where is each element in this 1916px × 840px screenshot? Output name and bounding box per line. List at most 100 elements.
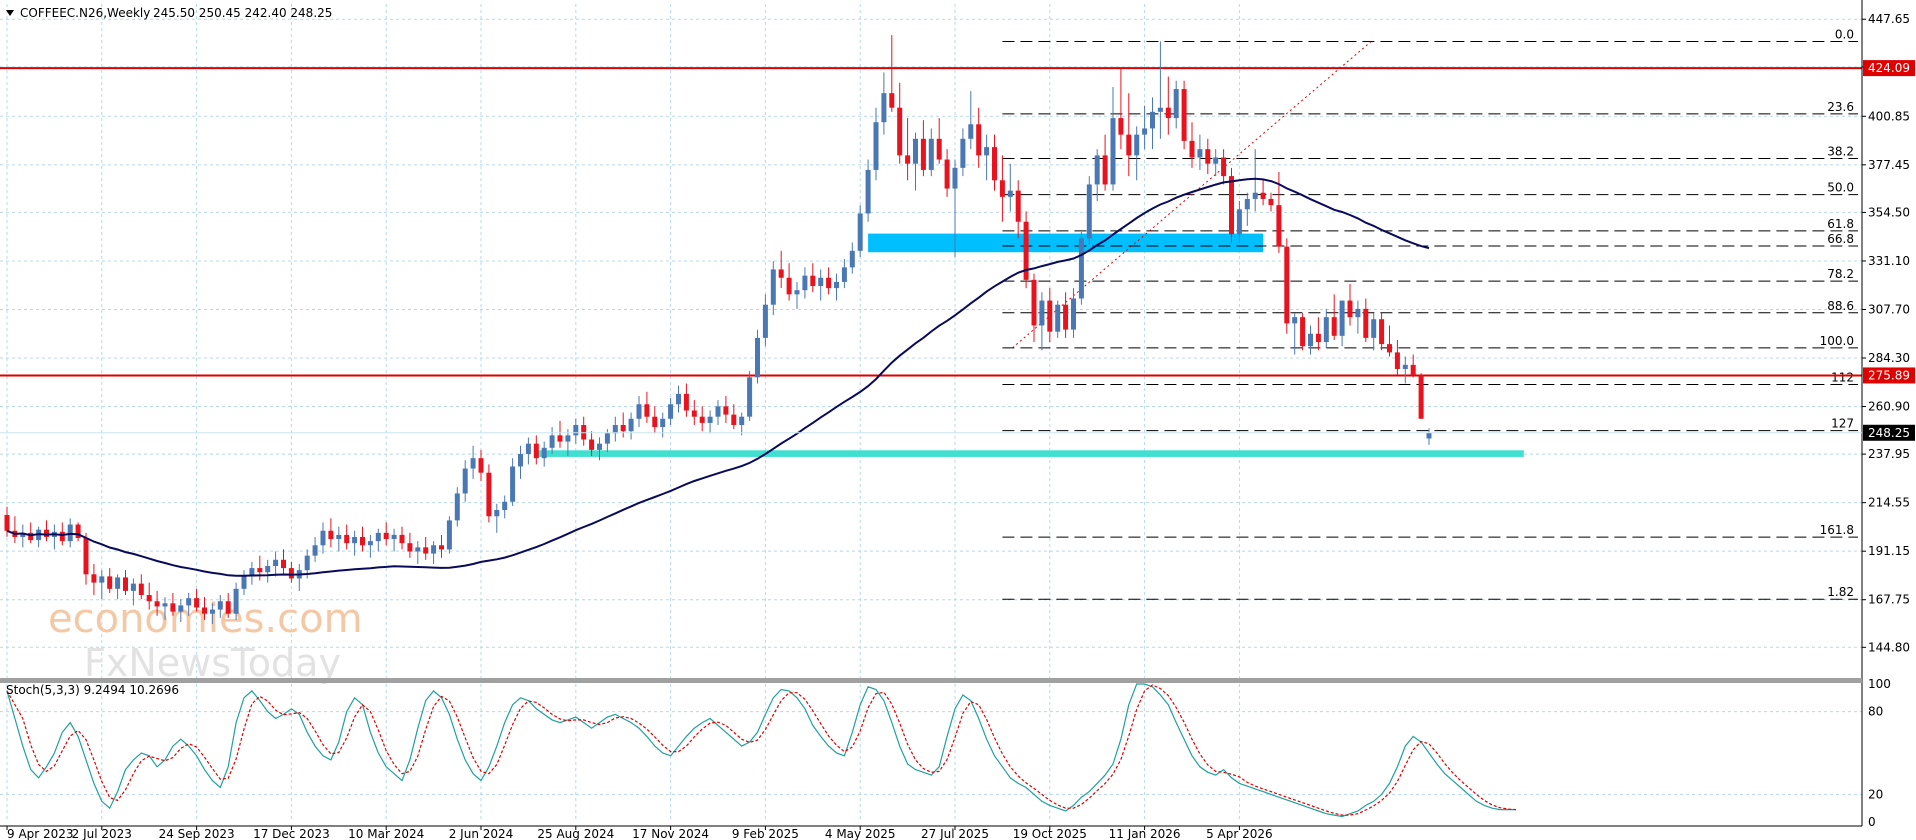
candle-body-95 — [755, 337, 760, 378]
candle-body-2 — [20, 532, 26, 537]
candle-175 — [1387, 325, 1392, 357]
candle-body-40 — [320, 530, 326, 546]
candle-body-38 — [304, 555, 310, 571]
candle-body-126 — [999, 180, 1005, 197]
candle-68 — [541, 441, 547, 467]
candle-28 — [225, 592, 231, 618]
candle-body-42 — [336, 534, 342, 540]
candle-23 — [186, 592, 192, 616]
candle-body-60 — [478, 458, 484, 473]
candle-body-164 — [1300, 317, 1306, 347]
candle-body-30 — [241, 576, 247, 589]
x-tick-label-11: 19 Oct 2025 — [1013, 827, 1087, 840]
candle-98 — [778, 250, 784, 289]
candle-body-83 — [660, 418, 666, 428]
candle-body-10 — [83, 538, 89, 575]
candle-154 — [1221, 149, 1227, 185]
candle-88 — [699, 406, 705, 432]
candle-82 — [652, 406, 658, 434]
fib-label-11: 161.8 — [1820, 523, 1854, 537]
candle-128 — [1015, 180, 1021, 239]
candle-body-14 — [115, 577, 121, 589]
candle-163 — [1292, 313, 1298, 355]
candle-body-145 — [1150, 111, 1155, 129]
x-tick-label-5: 2 Jun 2024 — [449, 827, 514, 840]
candle-body-111 — [881, 93, 887, 123]
candle-168 — [1331, 294, 1337, 340]
candle-body-114 — [905, 155, 911, 164]
candle-59 — [470, 445, 476, 479]
candle-30 — [241, 570, 247, 596]
candle-body-84 — [668, 404, 674, 419]
candle-body-171 — [1355, 308, 1361, 318]
candle-176 — [1394, 339, 1400, 376]
candle-body-93 — [739, 416, 745, 425]
candle-body-34 — [273, 559, 279, 567]
candle-body-115 — [913, 138, 918, 164]
candle-body-24 — [194, 598, 200, 608]
candle-153 — [1213, 149, 1219, 177]
candle-21 — [170, 592, 176, 616]
candle-7 — [59, 522, 65, 546]
candle-47 — [375, 528, 381, 552]
candle-79 — [628, 412, 634, 440]
candle-body-113 — [897, 107, 903, 156]
candle-13 — [107, 568, 113, 593]
candle-113 — [897, 82, 903, 164]
candle-body-176 — [1394, 352, 1400, 369]
dropdown-arrow-icon[interactable] — [6, 10, 14, 16]
candle-77 — [612, 416, 618, 442]
candle-75 — [597, 437, 602, 461]
candle-body-135 — [1071, 298, 1076, 330]
candle-body-124 — [984, 147, 990, 156]
candle-body-29 — [233, 588, 239, 614]
candle-body-86 — [683, 393, 689, 411]
candle-body-50 — [399, 534, 405, 544]
candle-body-172 — [1363, 308, 1369, 338]
candle-132 — [1047, 288, 1053, 343]
candle-180 — [1426, 428, 1432, 445]
candle-26 — [209, 603, 215, 625]
candle-body-31 — [249, 568, 255, 577]
candle-103 — [818, 269, 824, 301]
candle-body-20 — [162, 603, 168, 607]
candle-body-71 — [565, 435, 571, 442]
candle-body-12 — [99, 576, 105, 583]
watermark-fxnewstoday: FxNewsToday — [84, 641, 341, 685]
candle-86 — [683, 383, 689, 417]
x-tick-label-2: 24 Sep 2023 — [159, 827, 235, 840]
candle-46 — [367, 534, 373, 558]
candle-63 — [502, 495, 508, 519]
candle-body-151 — [1197, 149, 1203, 158]
candle-body-108 — [857, 213, 863, 251]
fib-label-6: 78.2 — [1827, 267, 1854, 281]
chart-frame — [0, 0, 1863, 827]
candle-177 — [1402, 356, 1408, 384]
candle-12 — [99, 570, 105, 600]
candle-body-106 — [841, 267, 847, 282]
candle-body-25 — [202, 607, 207, 614]
candle-body-167 — [1323, 317, 1329, 343]
horizontal-levels — [0, 67, 1862, 377]
stoch-y-tick-label-1: 80 — [1868, 705, 1883, 719]
candle-body-136 — [1078, 238, 1084, 299]
stoch-y-tick-label-3: 0 — [1868, 815, 1876, 829]
candle-102 — [810, 263, 816, 293]
candle-44 — [352, 530, 358, 556]
candle-3 — [28, 522, 34, 544]
candle-body-161 — [1276, 205, 1282, 247]
candle-body-131 — [1039, 300, 1045, 326]
x-tick-label-0: 9 Apr 2023 — [7, 827, 74, 840]
x-tick-label-12: 11 Jan 2026 — [1109, 827, 1181, 840]
candle-body-112 — [889, 93, 895, 108]
candle-10 — [83, 532, 89, 585]
candle-body-152 — [1205, 149, 1211, 164]
level-tag-1: 275.89 — [1868, 368, 1910, 382]
candle-33 — [265, 559, 271, 583]
candle-body-116 — [920, 138, 926, 170]
candle-body-22 — [178, 605, 184, 612]
moving-average-line — [6, 177, 1430, 577]
stoch-y-tick-label-0: 100 — [1868, 677, 1891, 691]
candle-125 — [992, 134, 997, 191]
candle-165 — [1308, 325, 1313, 355]
